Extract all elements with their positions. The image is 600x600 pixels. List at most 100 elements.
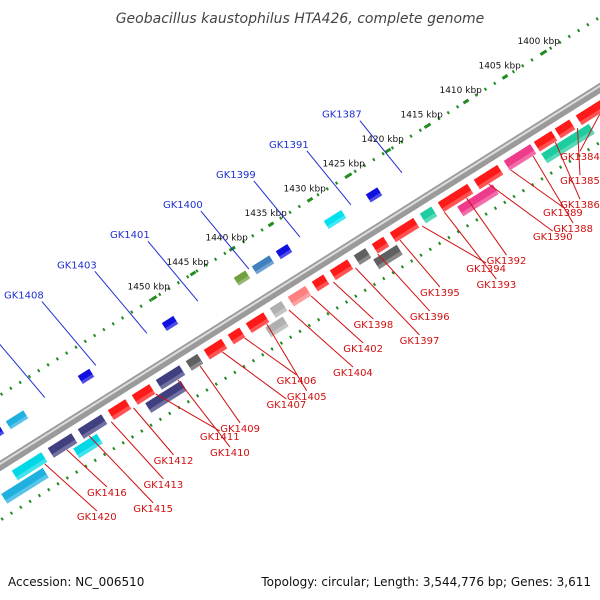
gene-label-top[interactable]: GK1400 <box>163 200 203 211</box>
reverse-gene <box>286 285 313 308</box>
bottom-leader <box>332 281 374 320</box>
reverse-gene-lower <box>72 432 104 460</box>
gene-label-bottom[interactable]: GK1409 <box>220 424 260 435</box>
kbp-tick-mark <box>345 172 353 179</box>
kbp-tick-label: 1425 kbp <box>322 160 365 170</box>
kbp-tick-mark <box>462 98 470 105</box>
gene-label-top[interactable]: GK1399 <box>216 170 256 181</box>
gene-label-bottom[interactable]: GK1402 <box>343 344 383 355</box>
top-leader <box>94 270 148 334</box>
gene-label-bottom[interactable]: GK1386 <box>560 200 600 211</box>
gene-label-bottom[interactable]: GK1404 <box>333 368 373 379</box>
bottom-leader <box>66 449 108 488</box>
kbp-tick-label: 1415 kbp <box>400 111 443 121</box>
gene-label-bottom[interactable]: GK1385 <box>560 176 600 187</box>
gene-label-bottom[interactable]: GK1395 <box>420 288 460 299</box>
gene-label-top[interactable]: GK1403 <box>57 260 97 271</box>
gene-label-top[interactable]: GK1387 <box>322 110 362 121</box>
forward-gene <box>0 424 6 446</box>
forward-gene <box>322 209 348 230</box>
reverse-gene <box>388 217 421 244</box>
gene-features <box>0 96 600 505</box>
genome-backbone <box>0 82 600 472</box>
kbp-tick-label: 1440 kbp <box>205 233 248 243</box>
gene-label-bottom[interactable]: GK1394 <box>466 264 506 275</box>
gene-label-bottom[interactable]: GK1398 <box>353 320 393 331</box>
bottom-leader <box>266 323 308 392</box>
kbp-tick-mark <box>384 147 392 154</box>
gene-label-bottom[interactable]: GK1388 <box>553 224 593 235</box>
bottom-leader <box>199 365 241 424</box>
top-leader <box>147 240 199 302</box>
kbp-tick-label: 1410 kbp <box>439 86 482 96</box>
reverse-gene <box>244 311 271 334</box>
kbp-tick-label: 1450 kbp <box>127 283 170 293</box>
reverse-gene <box>502 143 538 172</box>
reverse-gene <box>184 353 205 372</box>
gene-label-bottom[interactable]: GK1389 <box>543 208 583 219</box>
kbp-axis: 1400 kbp 1405 kbp 1410 kbp 1415 kbp 1420 kbp… <box>0 17 600 523</box>
bottom-leader <box>488 183 554 232</box>
forward-gene <box>274 243 294 261</box>
gene-label-bottom[interactable]: GK1413 <box>143 480 183 491</box>
reverse-gene <box>268 300 289 319</box>
gene-label-bottom[interactable]: GK1407 <box>266 400 306 411</box>
top-leader <box>253 180 301 238</box>
accession-text: Accession: NC_006510 <box>8 575 144 589</box>
gene-label-bottom[interactable]: GK1415 <box>133 504 173 515</box>
gene-label-top[interactable]: GK1408 <box>4 290 44 301</box>
gene-label-bottom[interactable]: GK1390 <box>533 232 573 243</box>
bottom-leader <box>443 211 497 280</box>
kbp-tick-mark <box>540 49 548 56</box>
lower-tick-row <box>0 140 600 523</box>
forward-gene <box>364 186 384 204</box>
kbp-tick-mark <box>306 196 314 203</box>
reverse-gene <box>226 326 247 346</box>
reverse-gene <box>202 337 229 361</box>
reverse-gene <box>553 118 577 140</box>
reverse-gene-lower <box>0 466 50 505</box>
bottom-leader <box>177 379 231 448</box>
reverse-gene <box>532 130 559 153</box>
bottom-leader <box>579 113 600 152</box>
reverse-gene <box>352 247 373 266</box>
kbp-tick-mark <box>150 295 158 301</box>
forward-gene <box>232 269 252 287</box>
topology-summary: Topology: circular; Length: 3,544,776 bp… <box>260 575 591 589</box>
gene-label-bottom[interactable]: GK1397 <box>400 336 440 347</box>
label-leaders <box>0 113 600 512</box>
reverse-gene <box>328 258 355 281</box>
gene-label-bottom[interactable]: GK1411 <box>200 432 240 443</box>
reverse-gene <box>436 182 475 213</box>
kbp-tick-label: 1420 kbp <box>361 135 404 145</box>
gene-label-bottom[interactable]: GK1392 <box>487 256 527 267</box>
gene-label-bottom[interactable]: GK1410 <box>210 448 250 459</box>
top-leader <box>41 301 97 366</box>
reverse-gene <box>130 383 157 406</box>
gene-label-bottom[interactable]: GK1384 <box>560 152 600 163</box>
bottom-leader <box>133 407 174 456</box>
kbp-tick-mark <box>267 221 275 228</box>
bottom-leader <box>466 197 507 256</box>
gene-label-bottom[interactable]: GK1393 <box>476 280 516 291</box>
bottom-leader <box>88 435 154 504</box>
forward-gene <box>250 254 276 276</box>
reverse-gene-lower <box>264 315 290 339</box>
bottom-leader <box>532 155 574 224</box>
gene-label-bottom[interactable]: GK1406 <box>277 376 317 387</box>
upper-tick-row <box>0 17 599 397</box>
gene-label-top[interactable]: GK1401 <box>110 230 150 241</box>
kbp-tick-label: 1435 kbp <box>244 209 287 219</box>
reverse-gene <box>10 451 49 482</box>
gene-label-bottom[interactable]: GK1412 <box>154 456 194 467</box>
bottom-leader <box>310 295 364 344</box>
gene-label-bottom[interactable]: GK1420 <box>77 512 117 523</box>
forward-gene <box>160 315 180 332</box>
gene-label-bottom[interactable]: GK1396 <box>410 312 450 323</box>
kbp-tick-label: 1430 kbp <box>283 184 326 194</box>
kbp-tick-label: 1445 kbp <box>166 258 209 268</box>
bottom-leader <box>222 351 287 400</box>
gene-label-bottom[interactable]: GK1416 <box>87 488 127 499</box>
gene-label-top[interactable]: GK1391 <box>269 140 309 151</box>
gene-label-bottom[interactable]: GK1405 <box>287 392 327 403</box>
